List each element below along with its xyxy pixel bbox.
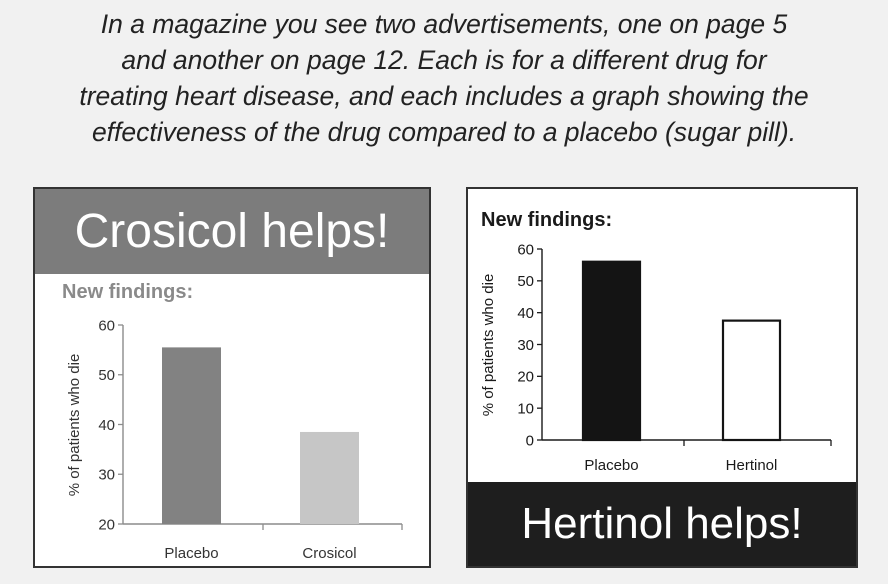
hertinol-advertisement: New findings: 0 10 20 30 40 50 60 Placebo Hertin… — [466, 187, 858, 568]
hertinol-y-tick-label: 0 — [526, 432, 534, 449]
crosicol-headline: Crosicol helps! — [35, 189, 429, 274]
hertinol-headline: Hertinol helps! — [468, 482, 856, 566]
intro-line: In a magazine you see two advertisements… — [100, 9, 788, 39]
crosicol-y-tick-label: 20 — [98, 516, 115, 533]
hertinol-y-tick-label: 60 — [517, 241, 534, 258]
crosicol-bar-chart: 20 30 40 50 60 Placebo Crosicol % of patients w… — [66, 317, 403, 562]
hertinol-y-tick-label: 20 — [517, 369, 534, 386]
crosicol-bar-crosicol — [300, 431, 359, 524]
crosicol-category-label: Crosicol — [302, 545, 356, 562]
intro-line: treating heart disease, and each include… — [79, 81, 809, 111]
hertinol-bar-hertinol — [721, 319, 782, 442]
crosicol-category-label: Placebo — [164, 545, 218, 562]
hertinol-bar-chart: 0 10 20 30 40 50 60 Placebo Hertinol % of patient… — [480, 241, 832, 474]
crosicol-y-tick-label: 50 — [98, 367, 115, 384]
crosicol-y-tick-label: 40 — [98, 417, 115, 434]
hertinol-bar-placebo — [581, 260, 642, 442]
crosicol-y-tick-label: 30 — [98, 467, 115, 484]
crosicol-advertisement: Crosicol helps! New findings: 20 30 40 50 60… — [33, 187, 431, 568]
intro-text: In a magazine you see two advertisements… — [0, 6, 888, 150]
hertinol-category-label: Placebo — [584, 457, 638, 474]
crosicol-y-axis-label: % of patients who die — [66, 354, 83, 497]
intro-line: effectiveness of the drug compared to a … — [91, 117, 797, 147]
hertinol-y-tick-label: 50 — [517, 273, 534, 290]
hertinol-y-tick-label: 10 — [517, 401, 534, 418]
hertinol-y-tick-label: 40 — [517, 305, 534, 322]
intro-line: and another on page 12. Each is for a di… — [121, 45, 767, 75]
crosicol-y-tick-label: 60 — [98, 317, 115, 334]
hertinol-findings-label: New findings: — [481, 209, 613, 231]
hertinol-y-axis-label: % of patients who die — [480, 274, 497, 417]
hertinol-category-label: Hertinol — [726, 457, 778, 474]
crosicol-findings-label: New findings: — [62, 281, 194, 303]
hertinol-y-tick-label: 30 — [517, 337, 534, 354]
crosicol-bar-placebo — [162, 347, 221, 524]
